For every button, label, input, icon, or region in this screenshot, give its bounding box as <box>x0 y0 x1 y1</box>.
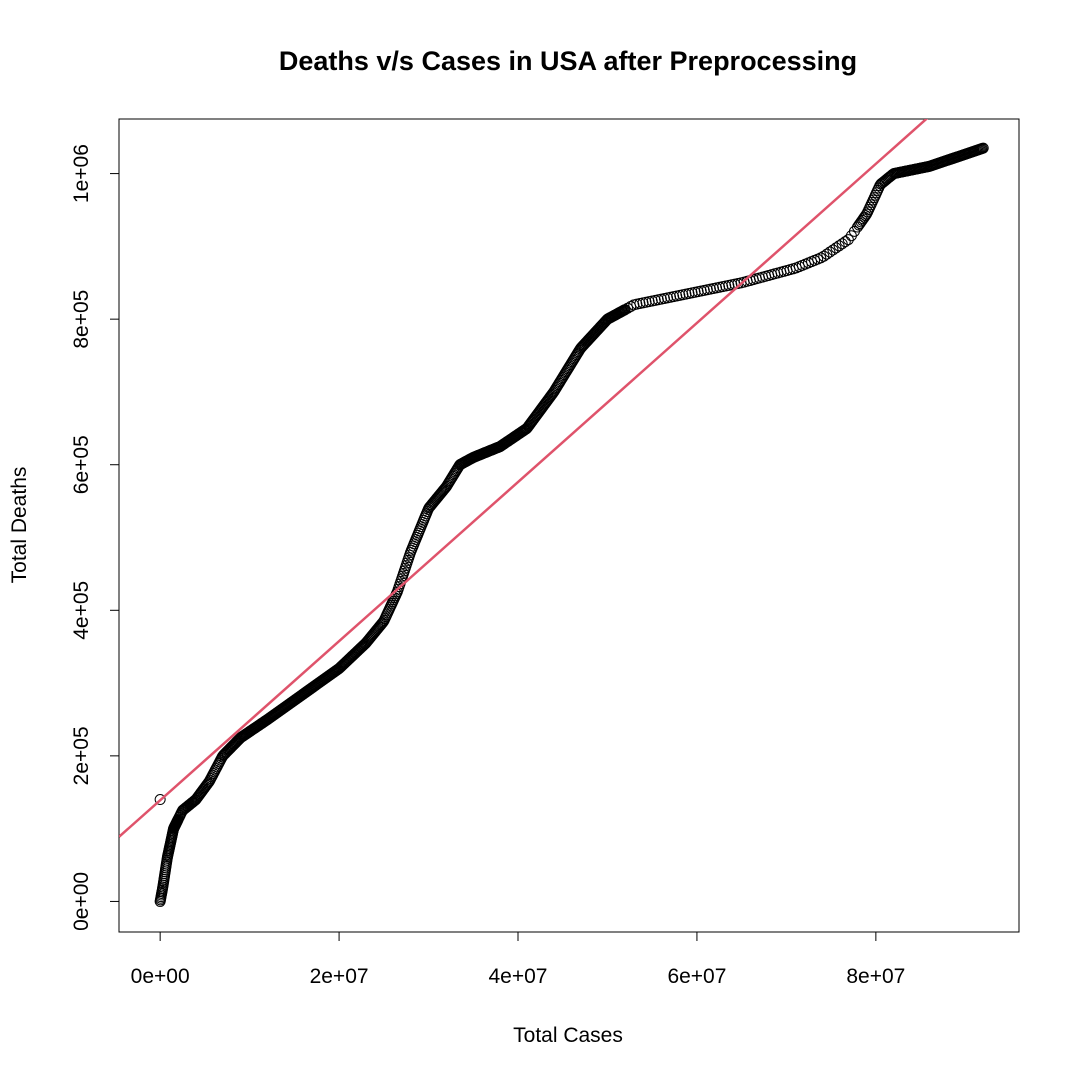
y-tick-label: 6e+05 <box>70 435 93 494</box>
x-tick-label: 2e+07 <box>310 965 369 988</box>
x-tick-label: 6e+07 <box>667 965 726 988</box>
chart-title: Deaths v/s Cases in USA after Preprocess… <box>279 46 857 76</box>
x-tick-label: 8e+07 <box>846 965 905 988</box>
y-tick-label: 0e+00 <box>70 872 93 931</box>
y-tick-label: 4e+05 <box>70 581 93 640</box>
x-tick-label: 4e+07 <box>489 965 548 988</box>
x-tick-label: 0e+00 <box>131 965 190 988</box>
y-axis: 0e+00 2e+05 4e+05 6e+05 8e+05 1e+06 <box>70 144 119 931</box>
x-axis-label: Total Cases <box>513 1024 623 1047</box>
y-tick-label: 2e+05 <box>70 726 93 785</box>
y-axis-label: Total Deaths <box>8 467 31 584</box>
y-tick-label: 1e+06 <box>70 144 93 203</box>
fit-line-group <box>119 37 1019 837</box>
y-tick-label: 8e+05 <box>70 290 93 349</box>
data-points <box>155 143 988 906</box>
x-axis: 0e+00 2e+07 4e+07 6e+07 8e+07 <box>131 932 906 988</box>
regression-line <box>119 37 1019 837</box>
plot-frame <box>119 119 1019 932</box>
